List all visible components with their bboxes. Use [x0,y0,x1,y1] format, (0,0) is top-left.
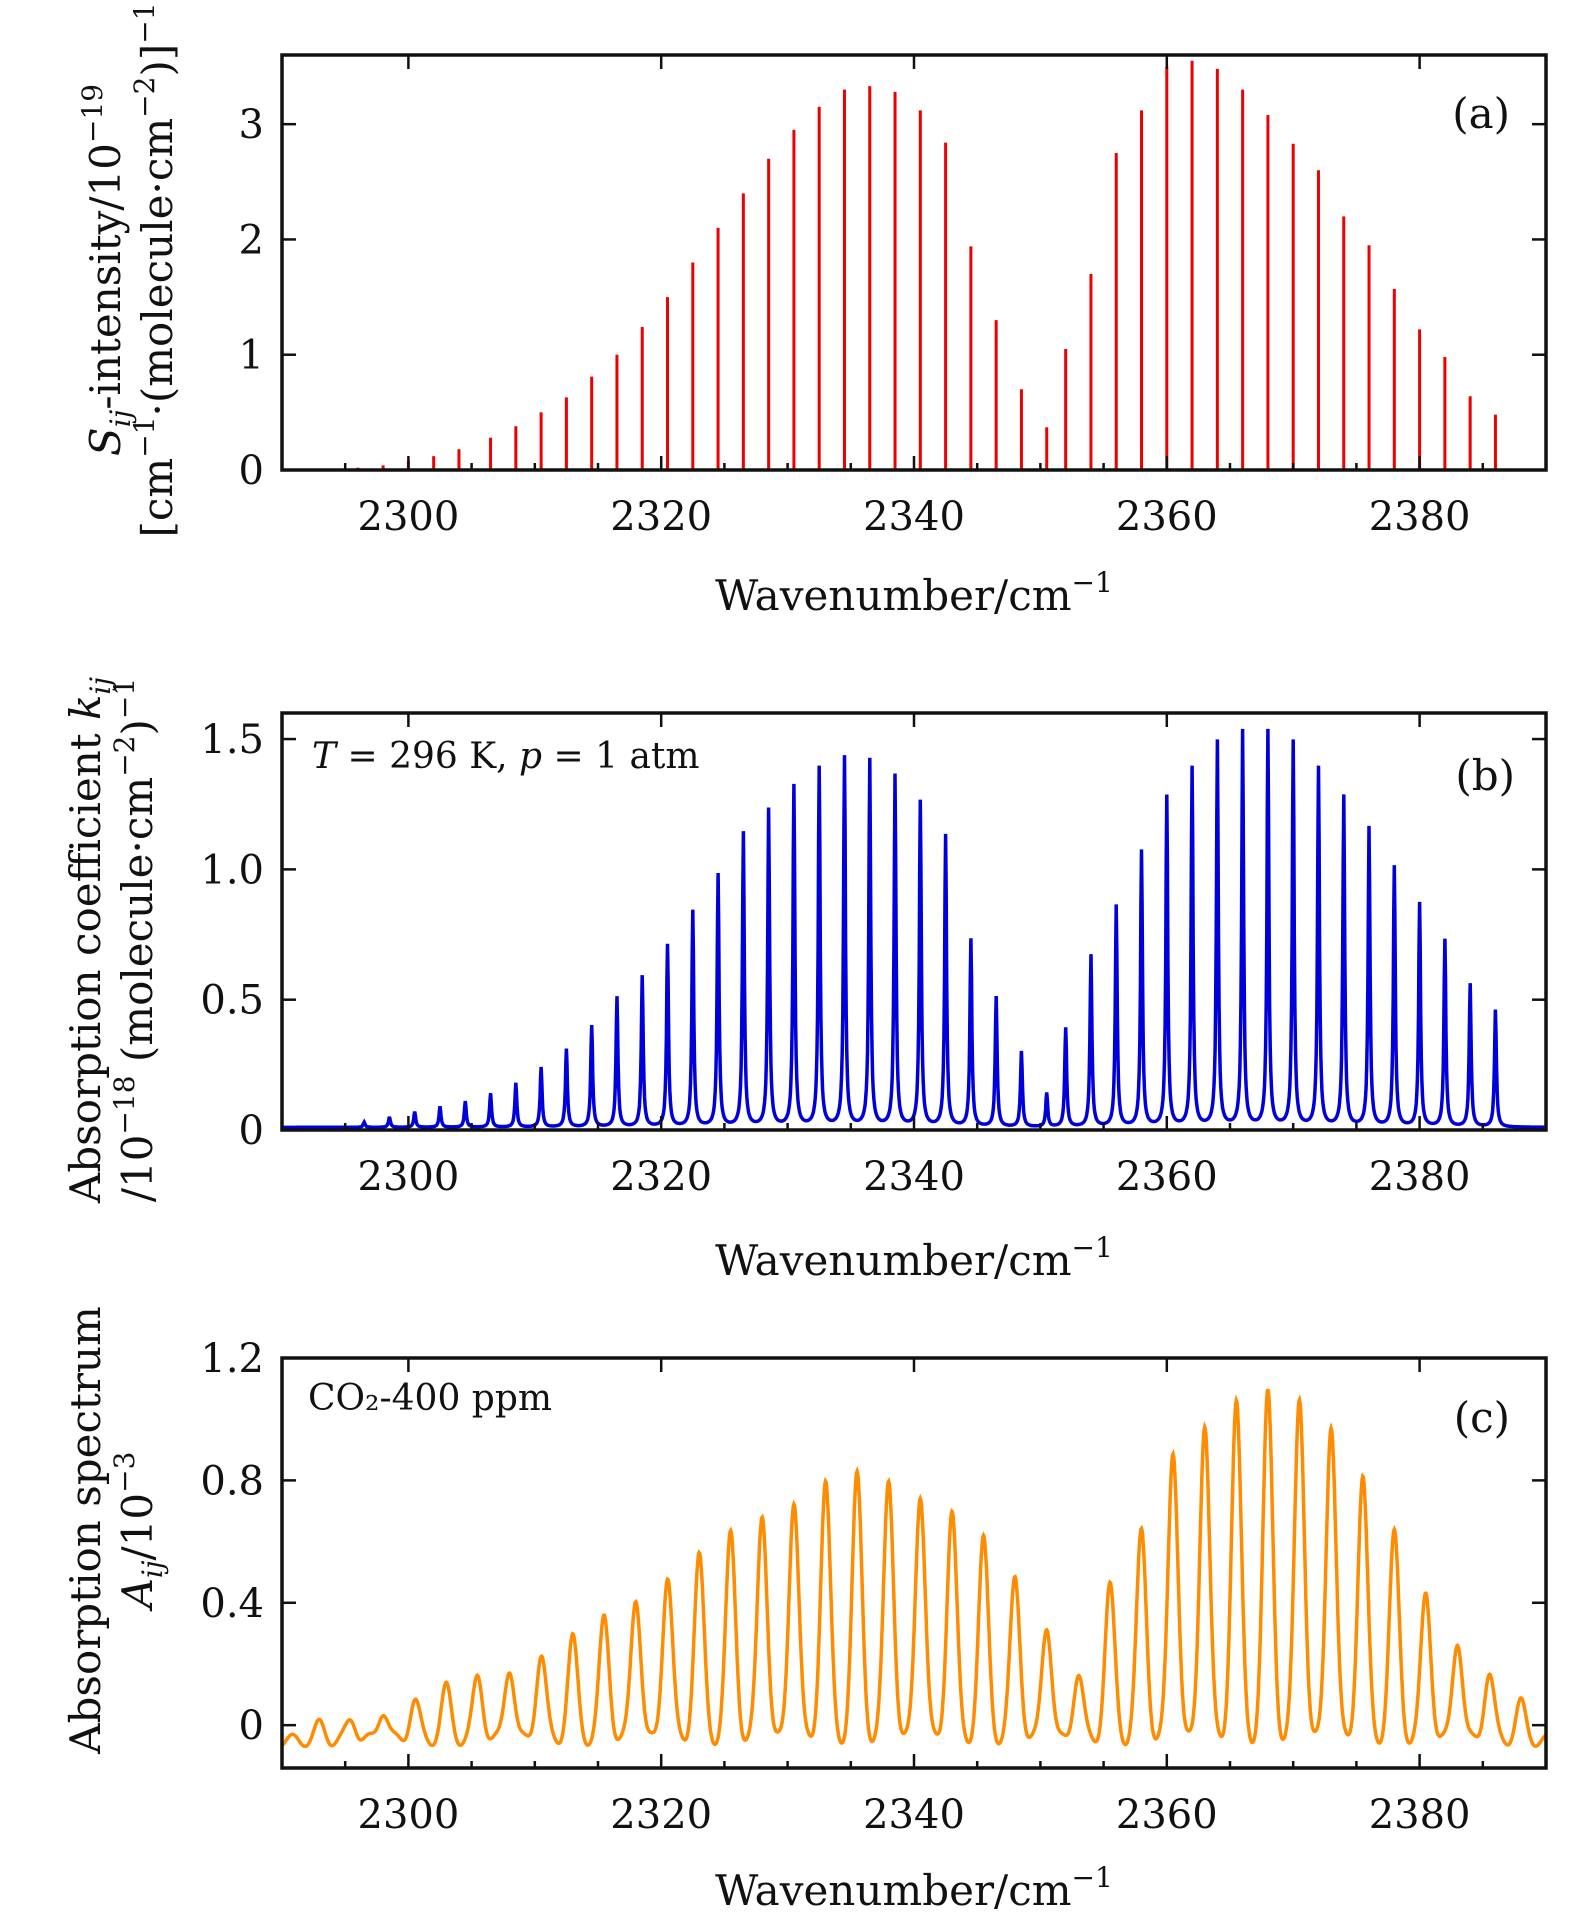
ticks-c: 2300 2320 2340 2360 2380 0 0.4 0.8 1.2 [200,1336,1548,1838]
panel-label-a: (a) [1452,89,1510,138]
spectrum-curve-c [282,1388,1546,1749]
xlabel-c: Wavenumber/cm−1 [715,1861,1113,1915]
ytick-label-b: 1.0 [200,847,264,893]
xtick-label-c: 2340 [863,1792,965,1838]
panel-label-b: (b) [1455,751,1515,800]
ylabel-line1-b: Absorption coefficient kij [61,677,117,1204]
xtick-label-a: 2360 [1116,494,1218,540]
plot-area-b [282,728,1546,1130]
ytick-label-c: 0 [239,1703,264,1749]
ytick-label-c: 0.4 [200,1581,264,1627]
xtick-label-a: 2380 [1369,494,1471,540]
ylabel-line2-b: /10−18 (molecule·cm−2)−1 [108,678,162,1202]
conditions-annotation: T = 296 K, p = 1 atm [312,736,700,777]
axes-frame-a [280,53,1548,472]
ytick-label-b: 1.5 [200,717,264,763]
xtick-label-b: 2360 [1116,1154,1218,1200]
xlabel-b: Wavenumber/cm−1 [715,1231,1113,1285]
xtick-label-b: 2340 [863,1154,965,1200]
axes-frame-c [280,1356,1548,1770]
plot-area-c [282,1388,1546,1749]
ylabel-line1-c: Absorption spectrum [61,1306,110,1755]
ytick-label-a: 3 [239,102,264,148]
ylabel-line2-a: [cm−1·(molecule·cm−2)]−1 [128,2,182,537]
xtick-label-a: 2300 [358,494,460,540]
ytick-label-b: 0.5 [200,978,264,1024]
ytick-label-a: 0 [239,448,264,494]
xtick-label-c: 2360 [1116,1792,1218,1838]
ytick-label-c: 1.2 [200,1336,264,1382]
ytick-label-a: 1 [239,333,264,379]
xtick-label-c: 2300 [358,1792,460,1838]
panel-label-c: (c) [1454,1393,1510,1442]
xtick-label-a: 2340 [863,494,965,540]
ytick-label-c: 0.8 [200,1458,264,1504]
panel-a: Sij-intensity/10−19 [cm−1·(molecule·cm−2… [76,2,1548,620]
panel-c: Absorption spectrum Aij/10−3 2300 2320 234… [61,1306,1548,1915]
spectrum-curve-b [282,728,1546,1130]
xtick-label-b: 2300 [358,1154,460,1200]
axes-frame-b [280,711,1548,1132]
xtick-label-c: 2320 [610,1792,712,1838]
xtick-label-c: 2380 [1369,1792,1471,1838]
plot-area-a [356,60,1497,470]
ylabel-line2-c: Aij/10−3 [108,1452,169,1613]
xlabel-a: Wavenumber/cm−1 [715,566,1113,620]
ticks-a: 2300 2320 2340 2360 2380 0 1 2 3 [239,55,1548,540]
xtick-label-b: 2380 [1369,1154,1471,1200]
ytick-label-a: 2 [239,217,264,263]
ticks-b: 2300 2320 2340 2360 2380 0 0.5 1.0 1.5 [200,713,1548,1200]
panel-b: Absorption coefficient kij /10−18 (molec… [61,677,1548,1285]
co2-annotation: CO₂-400 ppm [308,1378,552,1419]
xtick-label-b: 2320 [610,1154,712,1200]
ytick-label-b: 0 [239,1108,264,1154]
ylabel-line1-a: Sij-intensity/10−19 [76,84,137,456]
xtick-label-a: 2320 [610,494,712,540]
